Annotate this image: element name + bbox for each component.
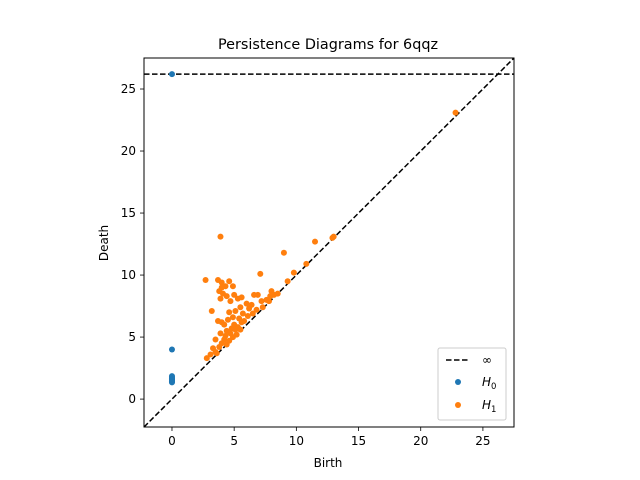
h1-point xyxy=(229,334,236,341)
h1-point xyxy=(257,270,264,277)
h1-point xyxy=(231,291,238,298)
legend-h0-subscript: 0 xyxy=(491,382,496,392)
h0-point xyxy=(168,71,175,78)
legend: ∞ H0 H1 xyxy=(437,347,507,421)
h1-point xyxy=(284,278,291,285)
h0-point xyxy=(168,379,175,386)
h1-point xyxy=(203,355,210,362)
legend-h1-letter: H xyxy=(482,398,491,412)
h1-point xyxy=(217,330,224,337)
h1-point xyxy=(452,109,459,116)
h1-point xyxy=(223,341,230,348)
legend-h1-subscript: 1 xyxy=(491,405,496,415)
y-tick-label: 25 xyxy=(121,82,136,96)
h1-point xyxy=(244,312,251,319)
h1-point xyxy=(312,238,319,245)
h1-point xyxy=(226,309,233,316)
h1-point xyxy=(224,316,231,323)
h1-point xyxy=(202,277,209,284)
x-tick-label: 0 xyxy=(168,434,176,448)
legend-h1-label: H1 xyxy=(482,398,496,415)
h1-point xyxy=(212,336,219,343)
h1-point xyxy=(237,326,244,333)
legend-frame xyxy=(437,347,507,421)
h1-point xyxy=(259,304,266,311)
h1-point xyxy=(213,350,220,357)
y-tick-label: 15 xyxy=(121,206,136,220)
h1-point xyxy=(227,298,234,305)
h1-point xyxy=(280,249,287,256)
diagonal-layer xyxy=(144,58,514,427)
h1-point xyxy=(218,279,225,286)
h1-point xyxy=(229,314,236,321)
diagonal-line xyxy=(144,58,514,427)
h1-point xyxy=(221,321,228,328)
x-axis-ticks: 0 5 10 15 20 25 xyxy=(168,427,491,448)
h1-point xyxy=(222,283,229,290)
h1-point xyxy=(270,291,277,298)
x-tick-label: 15 xyxy=(351,434,366,448)
h1-point xyxy=(223,293,230,300)
points-layer xyxy=(168,71,459,386)
h1-point xyxy=(208,308,215,315)
plot-area xyxy=(144,58,514,427)
x-tick-label: 20 xyxy=(413,434,428,448)
y-tick-label: 20 xyxy=(121,144,136,158)
h1-point xyxy=(253,306,260,313)
h0-point xyxy=(168,346,175,353)
h1-point xyxy=(232,308,239,315)
h1-point xyxy=(238,319,245,326)
chart-title: Persistence Diagrams for 6qqz xyxy=(218,37,438,53)
h1-point xyxy=(254,291,261,298)
h1-point xyxy=(217,233,224,240)
plot-frame xyxy=(143,57,515,428)
h1-point xyxy=(329,234,336,241)
legend-infinity-label: ∞ xyxy=(482,353,492,367)
x-tick-label: 5 xyxy=(230,434,238,448)
h1-point xyxy=(237,304,244,311)
x-tick-label: 10 xyxy=(289,434,304,448)
h1-point xyxy=(258,298,265,305)
y-tick-label: 0 xyxy=(128,392,136,406)
h1-point xyxy=(226,278,233,285)
h1-point xyxy=(243,300,250,307)
x-axis-label: Birth xyxy=(314,456,343,470)
h1-point xyxy=(207,351,214,358)
h1-point xyxy=(234,295,241,302)
x-tick-label: 25 xyxy=(475,434,490,448)
y-tick-label: 5 xyxy=(128,330,136,344)
y-axis-ticks: 0 5 10 15 20 25 xyxy=(121,82,144,406)
legend-h0-label: H0 xyxy=(482,375,496,392)
y-axis-label: Death xyxy=(97,225,111,261)
h1-point xyxy=(290,269,297,276)
y-tick-label: 10 xyxy=(121,268,136,282)
h1-point xyxy=(246,305,253,312)
h1-point xyxy=(217,295,224,302)
legend-h1-marker xyxy=(455,402,461,408)
legend-h0-marker xyxy=(455,379,461,385)
h1-point xyxy=(303,260,310,267)
h1-point xyxy=(265,298,272,305)
h1-point xyxy=(216,343,223,350)
legend-h0-letter: H xyxy=(482,375,491,389)
h1-point xyxy=(229,283,236,290)
h1-point xyxy=(249,310,256,317)
h1-point xyxy=(232,326,239,333)
h1-point xyxy=(239,310,246,317)
